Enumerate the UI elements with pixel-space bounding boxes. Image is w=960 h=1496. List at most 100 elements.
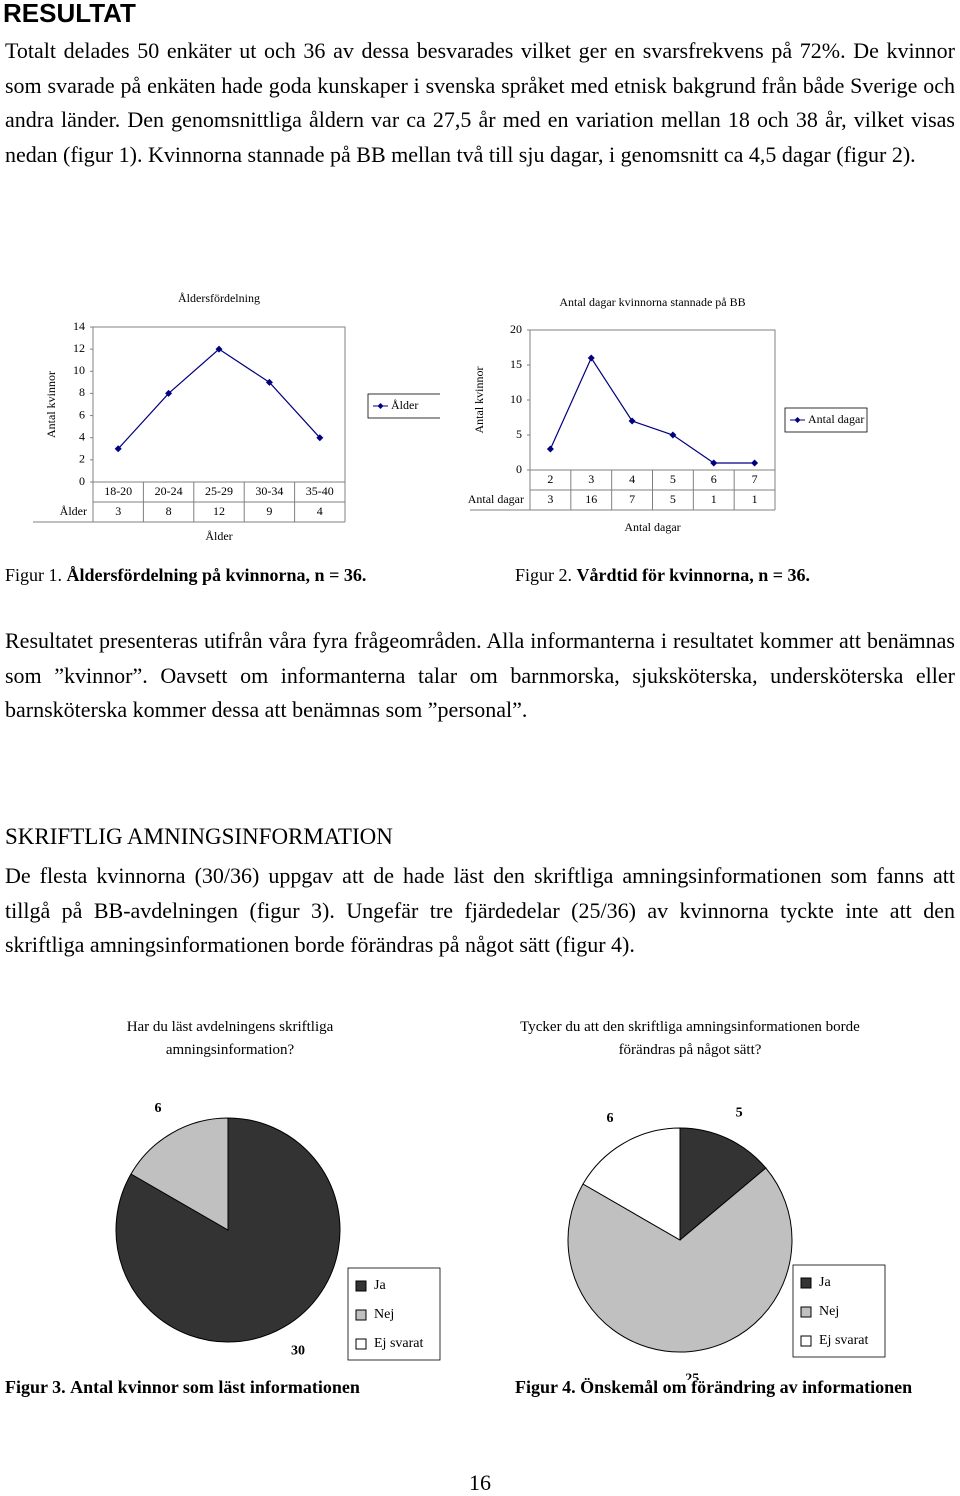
chart-container: Åldersfördelning Antal kvinnor Ålder 0 2 4 6 8 1… <box>30 285 451 555</box>
x-tick-label: 20-24 <box>155 484 183 498</box>
chart: Åldersfördelning Antal kvinnor Ålder 0 2 4 6 8 1… <box>33 291 451 543</box>
pie-slice <box>679 1127 767 1242</box>
chart-title: Tycker du att den skriftliga amningsinfo… <box>520 1019 860 1058</box>
legend-label: Antal dagar <box>808 412 864 426</box>
legend-label: Ej svarat <box>819 1333 868 1348</box>
data-label: 5 <box>736 1105 743 1120</box>
caption-text: Vårdtid för kvinnorna, n = 36. <box>576 565 810 585</box>
y-tick-label: 2 <box>79 452 85 466</box>
x-tick-label: 6 <box>711 472 717 486</box>
data-table-value: 12 <box>213 504 225 518</box>
legend-swatch <box>800 1335 812 1347</box>
legend-label: Ej svarat <box>374 1336 423 1351</box>
caption-label: Figur 1. <box>5 565 63 585</box>
legend-marker <box>794 417 801 423</box>
y-axis-label: Antal kvinnor <box>44 371 58 438</box>
data-table-value: 7 <box>629 492 635 506</box>
data-label: 6 <box>155 1101 162 1116</box>
legend-swatch <box>800 1277 812 1289</box>
page-number: 16 <box>469 1470 491 1495</box>
y-tick-label: 0 <box>79 474 85 488</box>
chart-container: Tycker du att den skriftliga amningsinfo… <box>500 1010 920 1387</box>
data-table-series: Ålder <box>60 504 87 518</box>
point-marker <box>710 459 718 467</box>
x-tick-label: 3 <box>588 472 594 486</box>
paragraph: De flesta kvinnorna (30/36) uppgav att d… <box>5 863 955 957</box>
legend-label: Nej <box>819 1304 839 1319</box>
y-tick-label: 6 <box>79 407 85 421</box>
pie-slice <box>582 1127 681 1241</box>
y-tick-label: 10 <box>73 363 85 377</box>
x-axis-label: Antal dagar <box>624 520 680 534</box>
data-table-value: 4 <box>317 504 323 518</box>
y-tick-label: 20 <box>510 322 522 336</box>
x-tick-label: 25-29 <box>205 484 233 498</box>
y-tick-label: 5 <box>516 427 522 441</box>
caption-label: Figur 3. <box>5 1377 66 1397</box>
legend-label: Ja <box>819 1275 831 1290</box>
data-table-value: 5 <box>670 492 676 506</box>
chart-container: Har du läst avdelningens skriftliga amni… <box>60 1010 460 1380</box>
y-tick-label: 15 <box>510 357 522 371</box>
point-marker <box>628 417 636 425</box>
chart-title: Antal dagar kvinnorna stannade på BB <box>559 295 745 309</box>
data-table-value: 9 <box>266 504 272 518</box>
pie-slice <box>567 1167 793 1353</box>
chart-container: Antal dagar kvinnorna stannade på BB Anta… <box>440 285 870 555</box>
caption-label: Figur 2. <box>515 565 573 585</box>
x-tick-label: 30-34 <box>255 484 283 498</box>
x-tick-label: 7 <box>752 472 758 486</box>
y-tick-label: 12 <box>73 341 85 355</box>
data-table-value: 1 <box>711 492 717 506</box>
caption-text: Antal kvinnor som läst informationen <box>70 1377 360 1397</box>
x-tick-label: 4 <box>629 472 635 486</box>
heading: RESULTAT <box>3 0 136 28</box>
plot-area <box>529 329 776 471</box>
pie-slice <box>130 1117 229 1231</box>
legend-swatch <box>355 1309 367 1321</box>
y-tick-label: 0 <box>516 462 522 476</box>
point-marker <box>546 445 554 453</box>
legend-swatch <box>800 1306 812 1318</box>
caption: Figur 4. Önskemål om förändring av infor… <box>515 1377 912 1398</box>
chart-title: Åldersfördelning <box>178 291 260 305</box>
x-tick-label: 18-20 <box>104 484 132 498</box>
data-table-value: 1 <box>752 492 758 506</box>
caption-label: Figur 4. <box>515 1377 576 1397</box>
x-tick-label: 35-40 <box>306 484 334 498</box>
point-marker <box>114 445 122 453</box>
legend-label: Nej <box>374 1307 394 1322</box>
data-table-value: 16 <box>585 492 597 506</box>
series-line <box>549 356 755 464</box>
legend-label: Ja <box>374 1278 386 1293</box>
x-tick-label: 5 <box>670 472 676 486</box>
data-table-value: 3 <box>547 492 553 506</box>
x-tick-label: 2 <box>547 472 553 486</box>
data-table-value: 8 <box>166 504 172 518</box>
point-marker <box>669 431 677 439</box>
chart: 30 6 Ja Nej Ej svarat <box>115 1101 441 1361</box>
data-label: 6 <box>607 1111 614 1126</box>
caption-text: Önskemål om förändring av informationen <box>580 1377 913 1397</box>
caption-text: Åldersfördelning på kvinnorna, n = 36. <box>66 565 367 585</box>
x-axis-label: Ålder <box>205 529 232 543</box>
paragraph: Resultatet presenteras utifrån våra fyra… <box>5 628 955 722</box>
point-marker <box>587 354 595 362</box>
caption: Figur 2. Vårdtid för kvinnorna, n = 36. <box>515 565 810 586</box>
y-tick-label: 10 <box>510 392 522 406</box>
y-tick-label: 4 <box>79 429 85 443</box>
y-axis-label: Antal kvinnor <box>472 367 486 434</box>
data-label: 30 <box>291 1343 305 1358</box>
legend-label: Ålder <box>391 398 418 412</box>
caption: Figur 1. Åldersfördelning på kvinnorna, … <box>5 565 366 586</box>
chart: Antal dagar kvinnorna stannade på BB Anta… <box>468 295 868 534</box>
legend-swatch <box>355 1280 367 1292</box>
point-marker <box>215 345 223 353</box>
y-tick-label: 14 <box>73 319 85 333</box>
y-tick-label: 8 <box>79 385 85 399</box>
legend-marker <box>377 403 384 409</box>
point-marker <box>165 389 173 397</box>
data-table-series: Antal dagar <box>468 492 524 506</box>
paragraph: Totalt delades 50 enkäter ut och 36 av d… <box>5 38 955 167</box>
